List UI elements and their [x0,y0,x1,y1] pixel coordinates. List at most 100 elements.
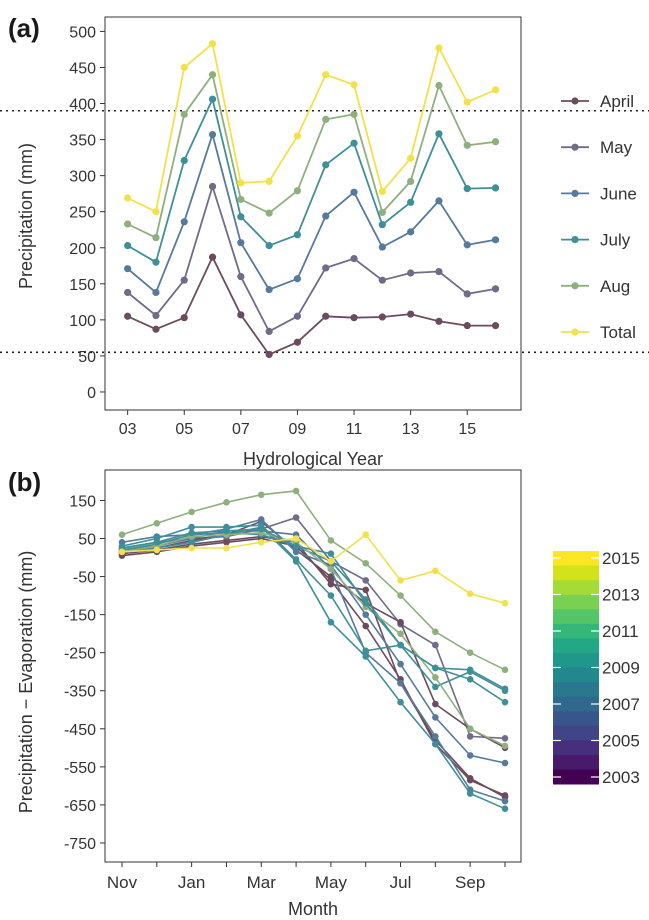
colorbar-label: 2007 [602,695,640,714]
chart-b-point [432,700,439,708]
chart-a-point [435,317,443,325]
chart-b-point [153,546,161,554]
chart-a-point [407,177,415,186]
legend-a: April May June July Aug Total [561,92,637,342]
chart-b-point [327,565,335,573]
legend-item-aug: Aug [561,277,630,296]
chart-a-point [322,312,330,320]
chart-a-series-april [124,253,500,359]
chart-a-point [265,177,273,186]
chart-b-line [121,533,506,604]
chart-b-point [432,714,439,721]
chart-b-point [466,676,474,683]
chart-b-ytick-label: -550 [64,760,96,777]
panel-b-label: (b) [8,467,41,497]
legend-label: June [600,184,637,203]
chart-a-point [378,187,386,196]
chart-b-point [188,529,195,537]
chart-a-ytick-label: 250 [69,205,96,222]
chart-b-point [223,499,230,506]
colorbar-segment [553,551,599,567]
chart-a-point [350,139,358,147]
chart-a-point [124,265,132,273]
chart-a: 0 50 100 150 200 250 300 350 400 450 500 03 05 07 09 11… [0,16,649,438]
colorbar-label: 2009 [602,659,640,678]
chart-a-point [265,285,273,294]
chart-a-point [407,198,415,206]
chart-a-point [293,312,302,320]
chart-a-point [407,228,415,236]
chart-b-point [118,548,126,556]
chart-a-point [350,314,358,322]
chart-a-point [463,241,471,249]
chart-b-ytick-label: -750 [64,836,96,853]
colorbar-segment [553,638,599,654]
chart-a-point [322,115,330,123]
chart-a-point [378,313,386,321]
chart-b-series-2015 [118,531,509,607]
chart-a-xtick-label: 05 [175,421,193,438]
colorbar-segment [553,725,599,741]
chart-b-point [501,742,509,750]
legend-item-may: May [561,138,633,157]
chart-b-xtick-label: Jul [390,873,412,892]
chart-a-ytick-label: 300 [69,169,96,186]
colorbar-label: 2015 [602,549,640,568]
chart-a-point [180,218,188,226]
chart-b-point [362,559,370,567]
colorbar-segment [553,769,599,785]
chart-a-point [435,197,443,205]
chart-b-point [466,725,474,733]
chart-b-point [327,537,335,544]
chart-a-point [322,161,330,169]
chart-a-point [435,81,443,90]
chart-a-point [152,234,160,242]
chart-a-point [350,188,358,196]
chart-b-frame [104,469,522,863]
chart-b-point [188,523,195,531]
chart-b-point [501,599,509,607]
chart-b-point [327,618,335,626]
chart-b-point [292,556,300,563]
chart-a-point [180,156,188,165]
chart-a-xtick-label: 11 [346,421,363,438]
chart-b-point [292,487,300,495]
chart-b-point [327,592,335,599]
chart-a-ytick-label: 450 [69,60,96,77]
chart-b-point [257,516,265,523]
chart-b-line [121,530,506,802]
chart-b-ytick-label: -50 [73,570,96,587]
chart-b-point [118,531,126,538]
legend-swatch-point [571,143,579,151]
chart-b-ytick-label: -250 [64,646,96,663]
chart-a-point [350,81,358,89]
chart-b-ytick-label: -150 [64,608,96,625]
chart-b-point [362,622,370,630]
chart-b-ytick-label: 50 [78,532,96,549]
chart-b-point [327,558,335,565]
chart-a-point [152,258,160,266]
chart-a-point [265,350,273,359]
chart-a-point [265,241,273,250]
chart-a-point [293,275,302,283]
chart-b-point [257,491,265,499]
chart-a-point [407,154,415,162]
colorbar-label: 2005 [602,732,640,751]
colorbar-label: 2013 [602,586,640,605]
chart-a-point [407,310,415,318]
chart-b-series-2008 [118,527,509,805]
legend-swatch-point [571,282,579,290]
chart-b-point [466,666,474,674]
chart-b-point [466,649,474,656]
chart-a-point [350,110,358,118]
chart-b-point [223,527,230,535]
chart-a-series-total [124,40,500,216]
chart-a-xtick-label: 07 [232,421,250,438]
chart-a-point [208,253,217,261]
chart-b-point [432,567,439,575]
chart-b-point [432,628,439,636]
chart-b-point [292,514,300,521]
chart-a-point [152,325,160,333]
colorbar-label: 2011 [602,622,639,641]
legend-label: July [600,231,631,250]
